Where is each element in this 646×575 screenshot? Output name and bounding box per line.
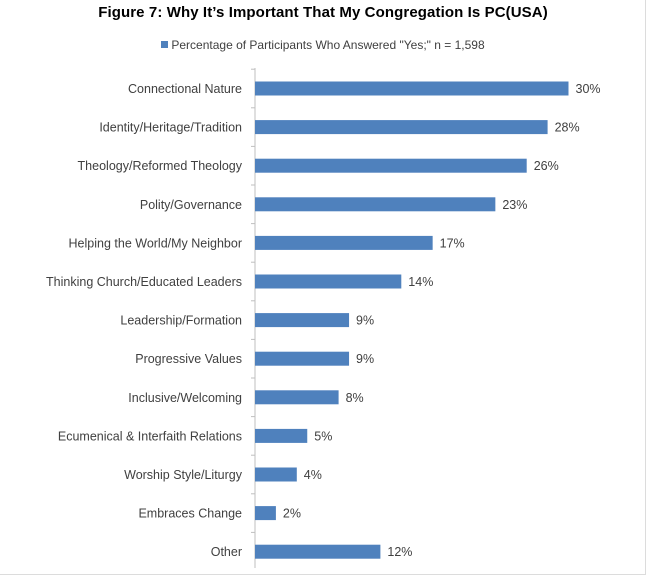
category-label: Worship Style/Liturgy xyxy=(124,468,243,482)
data-label: 2% xyxy=(283,507,301,521)
bar xyxy=(255,506,276,521)
data-label: 23% xyxy=(502,198,527,212)
chart-legend: Percentage of Participants Who Answered … xyxy=(0,38,646,52)
data-label: 5% xyxy=(314,429,332,443)
bar xyxy=(255,81,569,96)
bar xyxy=(255,158,527,173)
bar xyxy=(255,467,297,482)
bar xyxy=(255,274,402,289)
data-label: 14% xyxy=(408,275,433,289)
bar xyxy=(255,544,381,559)
category-label: Inclusive/Welcoming xyxy=(128,391,242,405)
category-label: Ecumenical & Interfaith Relations xyxy=(58,429,242,443)
data-label: 9% xyxy=(356,352,374,366)
category-label: Progressive Values xyxy=(135,352,242,366)
bar xyxy=(255,351,350,366)
category-label: Helping the World/My Neighbor xyxy=(69,236,242,250)
bar xyxy=(255,197,496,212)
data-label: 8% xyxy=(346,391,364,405)
category-label: Identity/Heritage/Tradition xyxy=(99,121,242,135)
bar xyxy=(255,390,339,405)
category-label: Connectional Nature xyxy=(128,82,242,96)
legend-swatch xyxy=(161,41,169,48)
data-label: 17% xyxy=(440,236,465,250)
bar xyxy=(255,313,350,328)
bar xyxy=(255,120,548,135)
category-label: Leadership/Formation xyxy=(120,314,242,328)
data-label: 30% xyxy=(576,82,601,96)
legend-label: Percentage of Participants Who Answered … xyxy=(171,38,485,52)
bar xyxy=(255,235,433,250)
data-label: 26% xyxy=(534,159,559,173)
category-label: Polity/Governance xyxy=(140,198,242,212)
bar xyxy=(255,428,308,443)
category-label: Other xyxy=(211,545,242,559)
chart-title: Figure 7: Why It’s Important That My Con… xyxy=(98,4,548,21)
data-label: 28% xyxy=(555,121,580,135)
category-label: Embraces Change xyxy=(138,507,242,521)
data-label: 12% xyxy=(387,545,412,559)
category-label: Theology/Reformed Theology xyxy=(78,159,243,173)
data-label: 4% xyxy=(304,468,322,482)
data-label: 9% xyxy=(356,314,374,328)
category-label: Thinking Church/Educated Leaders xyxy=(46,275,242,289)
